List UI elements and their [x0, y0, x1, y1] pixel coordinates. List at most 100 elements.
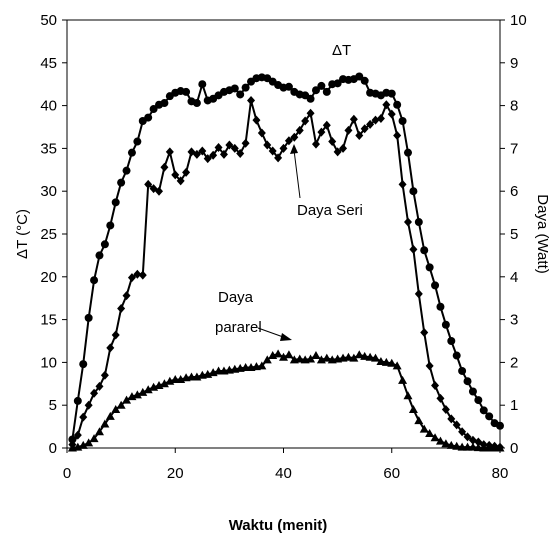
data-point-s2-56: [371, 353, 381, 362]
data-point-s0-60: [393, 100, 402, 109]
annotation-pararel: pararel: [215, 319, 262, 336]
data-point-s1-65: [420, 327, 429, 337]
y2-tick-label-8: 8: [510, 98, 518, 115]
data-point-s0-7: [106, 221, 115, 230]
data-point-s2-63: [408, 404, 418, 413]
data-point-s1-49: [333, 147, 342, 157]
data-point-s1-50: [339, 143, 348, 153]
data-point-s1-21: [182, 167, 191, 177]
data-point-s1-35: [257, 128, 266, 138]
data-point-s2-45: [311, 351, 321, 360]
data-point-s1-43: [301, 116, 310, 126]
y-tick-label-4: 20: [40, 269, 57, 286]
annotation-daya-seri: Daya Seri: [297, 202, 363, 219]
data-point-s0-63: [409, 187, 418, 196]
data-point-s2-51: [343, 352, 353, 361]
data-point-s1-3: [84, 400, 93, 410]
data-point-s1-55: [366, 119, 375, 129]
data-point-s1-10: [122, 291, 131, 301]
data-point-s0-54: [360, 76, 369, 85]
data-point-s2-66: [425, 428, 435, 437]
data-point-s1-63: [409, 244, 418, 254]
data-point-s2-5: [94, 427, 104, 436]
data-point-s2-52: [349, 353, 359, 362]
data-point-s1-7: [106, 343, 115, 353]
data-point-s2-4: [89, 434, 99, 443]
data-point-s1-73: [463, 432, 472, 442]
data-point-s1-23: [192, 149, 201, 159]
y-tick-label-9: 45: [40, 55, 57, 72]
data-point-s0-67: [431, 281, 440, 290]
data-point-s0-30: [230, 84, 239, 93]
y-tick-label-7: 35: [40, 140, 57, 157]
data-point-s2-9: [116, 400, 126, 409]
data-point-s1-9: [117, 303, 126, 313]
x-tick-label-4: 80: [492, 465, 509, 482]
data-point-s1-61: [398, 179, 407, 189]
data-point-s0-11: [127, 148, 136, 157]
data-point-s1-19: [171, 170, 180, 180]
data-point-s1-45: [311, 139, 320, 149]
data-point-s1-17: [160, 162, 169, 172]
data-point-s1-30: [230, 143, 239, 153]
data-point-s0-21: [182, 87, 191, 96]
data-point-s1-24: [198, 146, 207, 156]
data-point-s2-12: [132, 390, 142, 399]
data-point-s1-1: [73, 430, 82, 440]
y-tick-label-6: 30: [40, 183, 57, 200]
data-point-s0-71: [452, 351, 461, 360]
data-point-s0-68: [436, 302, 445, 311]
y-tick-label-3: 15: [40, 312, 57, 329]
data-point-s2-47: [322, 353, 332, 362]
data-point-s1-69: [441, 404, 450, 414]
data-point-s2-67: [430, 433, 440, 442]
data-point-s1-58: [382, 100, 391, 110]
data-point-s0-4: [90, 276, 99, 285]
data-point-s1-62: [403, 217, 412, 227]
y2-tick-label-5: 5: [510, 226, 518, 243]
data-point-s0-5: [95, 251, 104, 260]
data-point-s1-31: [236, 149, 245, 159]
series-line-2: [72, 352, 500, 449]
data-point-s0-75: [474, 396, 483, 405]
data-point-s1-64: [414, 289, 423, 299]
data-point-s0-9: [117, 178, 126, 187]
series-layer: [67, 72, 505, 452]
data-point-s0-10: [122, 166, 131, 175]
data-point-s2-39: [279, 352, 288, 361]
data-point-s1-57: [376, 113, 385, 123]
data-point-s2-44: [306, 354, 316, 363]
y2-tick-label-10: 10: [510, 12, 527, 29]
data-point-s1-66: [425, 361, 434, 371]
y-tick-label-1: 5: [49, 397, 57, 414]
data-point-s2-38: [273, 349, 283, 358]
data-point-s1-51: [344, 125, 353, 135]
data-point-s1-42: [295, 125, 304, 135]
data-point-s1-34: [252, 115, 261, 125]
data-point-s1-38: [274, 153, 283, 163]
data-point-s1-36: [263, 140, 272, 150]
data-point-s0-23: [192, 99, 201, 108]
data-point-s0-32: [241, 83, 250, 92]
arrow-daya-seri: [290, 144, 301, 199]
data-point-s0-14: [144, 113, 153, 122]
data-point-s1-33: [247, 95, 256, 105]
data-point-s0-46: [317, 81, 326, 90]
data-point-s1-28: [219, 149, 228, 159]
data-point-s2-70: [446, 440, 456, 449]
data-point-s2-75: [473, 443, 483, 452]
data-point-s0-76: [479, 406, 488, 415]
data-point-s1-67: [431, 381, 440, 391]
data-point-s1-53: [355, 131, 364, 141]
data-point-s0-44: [306, 94, 315, 103]
data-point-s1-27: [214, 143, 223, 153]
data-point-s1-37: [268, 146, 277, 156]
annotation-delta-t: ΔT: [332, 42, 351, 59]
data-point-s2-69: [441, 439, 451, 448]
data-point-s0-12: [133, 137, 142, 146]
data-point-s0-2: [79, 360, 88, 369]
data-point-s0-53: [355, 72, 364, 81]
data-point-s1-54: [360, 124, 369, 134]
